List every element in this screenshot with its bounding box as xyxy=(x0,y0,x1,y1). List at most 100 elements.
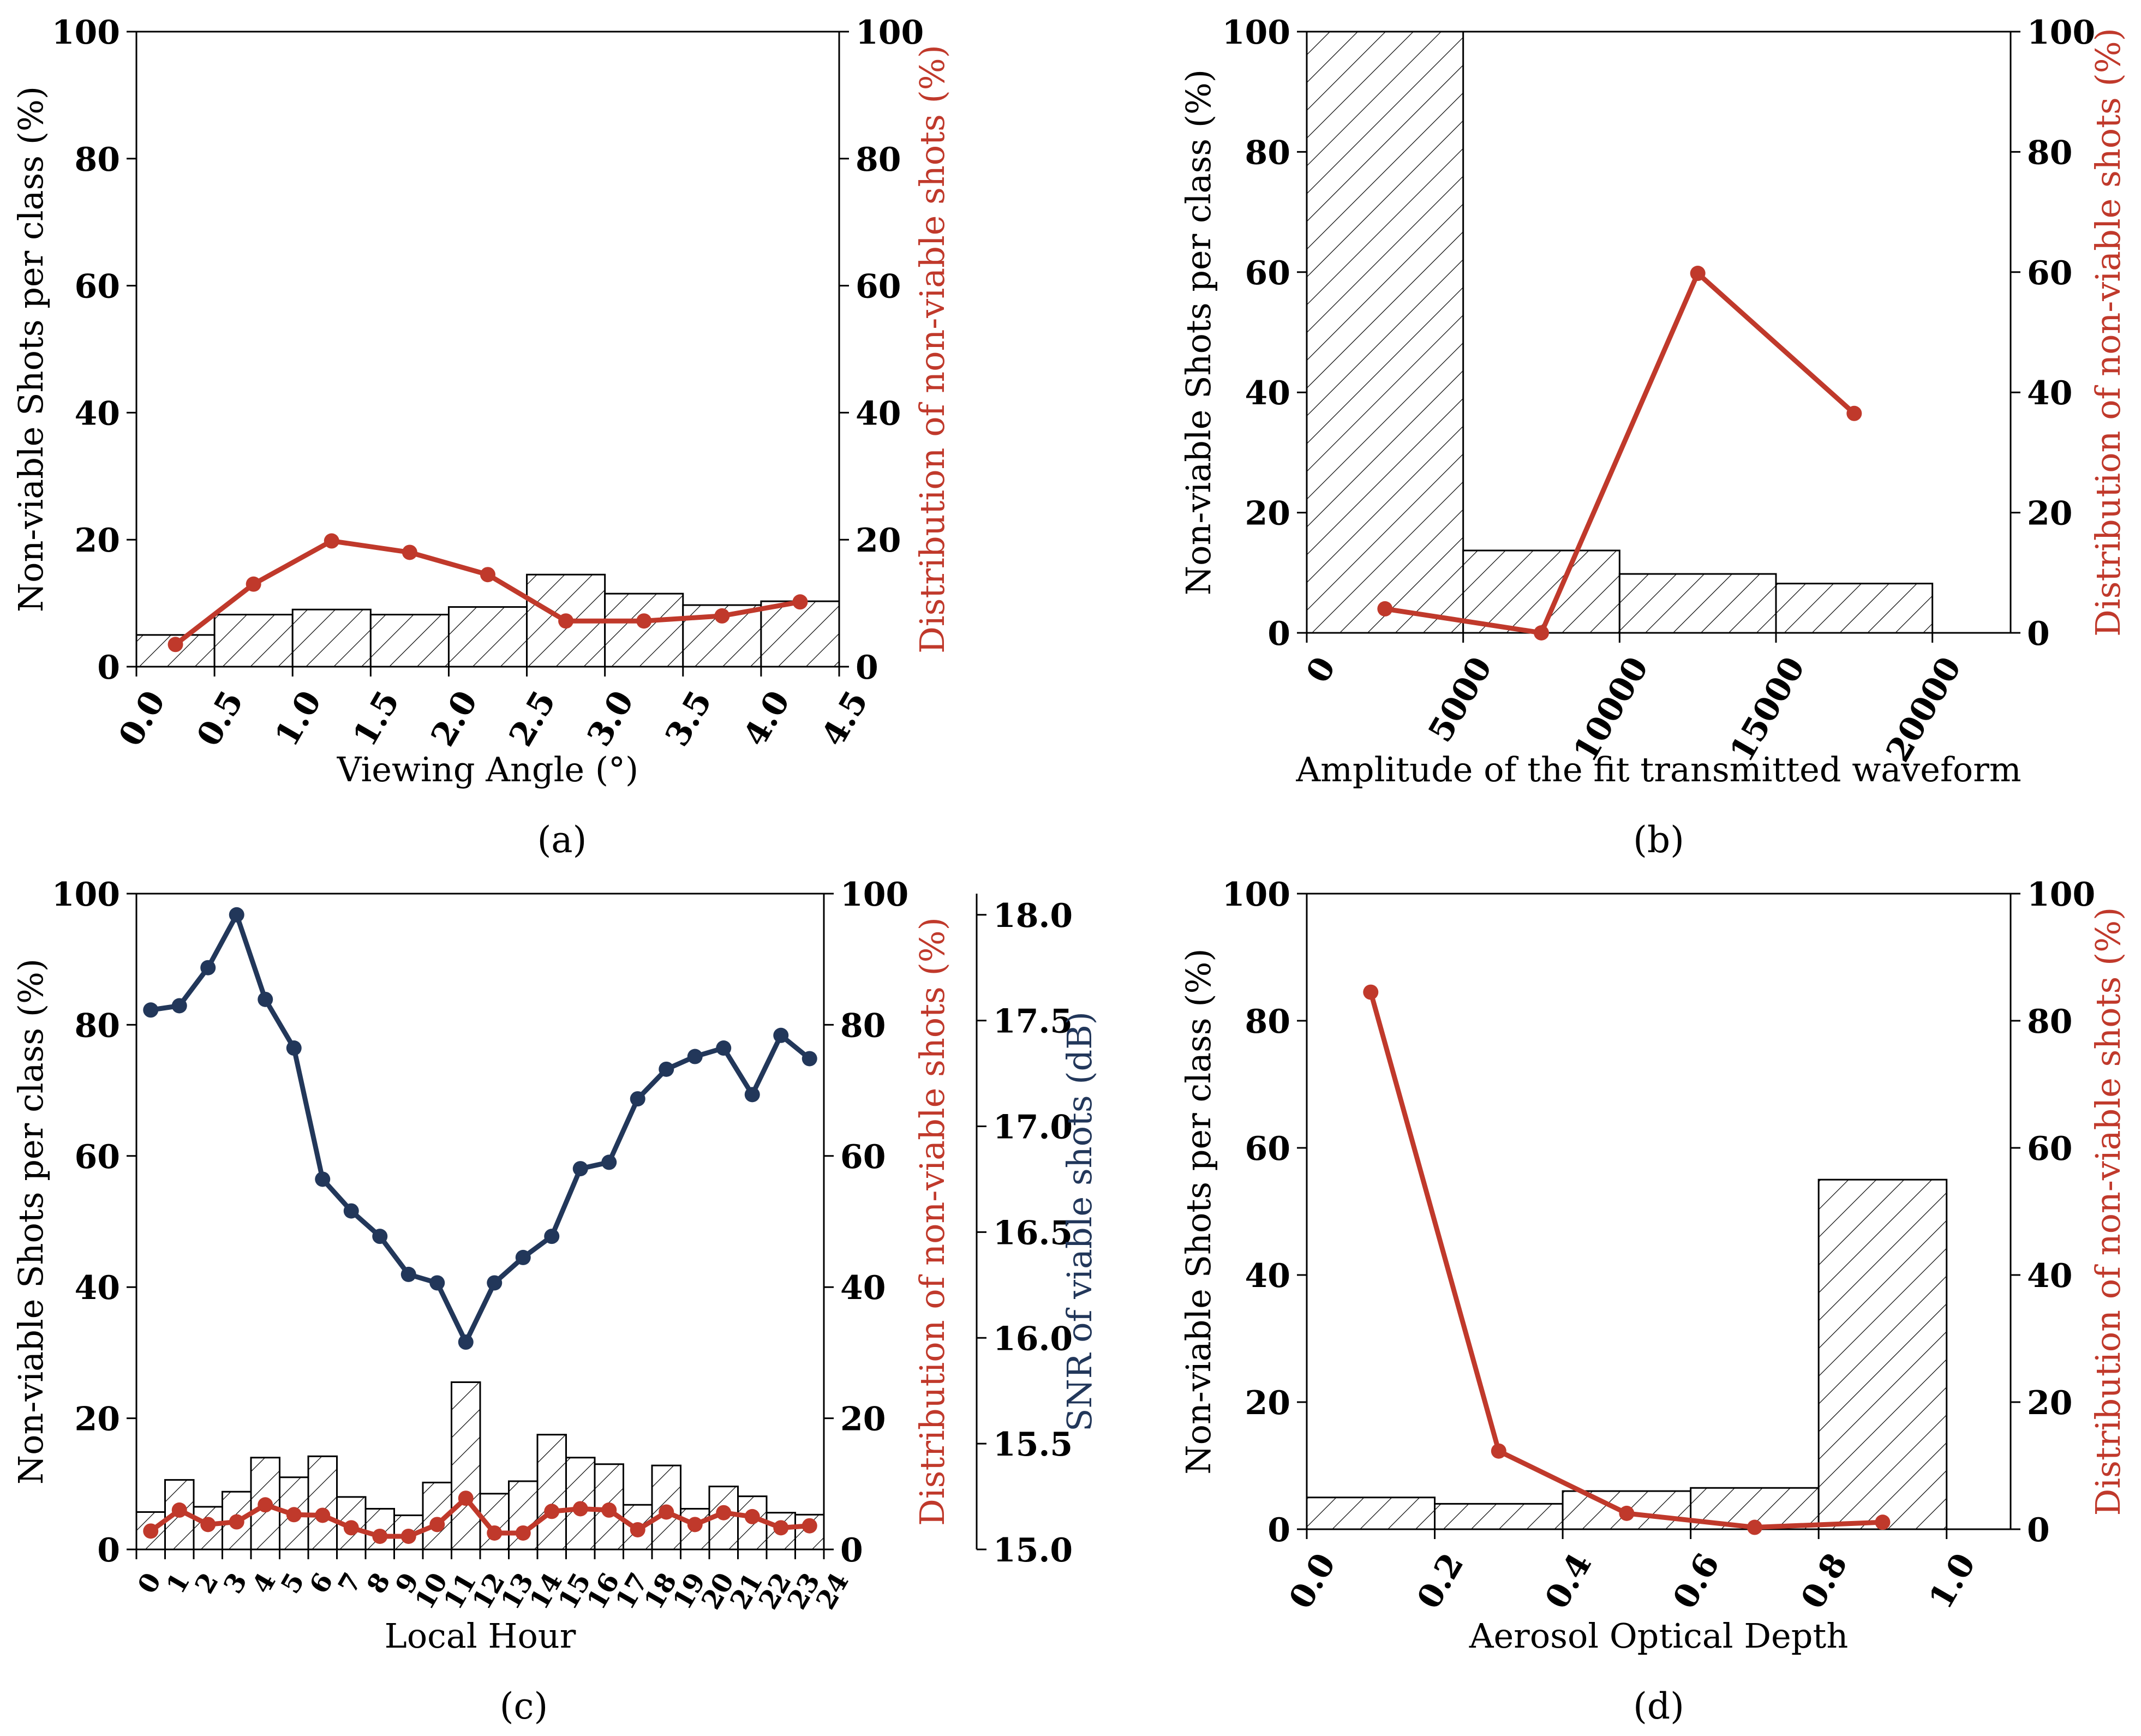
snr-point-c-14 xyxy=(544,1229,560,1244)
y2-tick-label-a-5: 100 xyxy=(856,14,924,52)
x-axis-label-a: Viewing Angle (°) xyxy=(337,750,638,789)
distribution-point-d-4 xyxy=(1875,1514,1891,1530)
x-axis-label-c: Local Hour xyxy=(385,1616,576,1656)
bar-c-6 xyxy=(307,1455,338,1551)
bar-d-4 xyxy=(1817,1178,1948,1530)
y-tick-label-c-1: 20 xyxy=(75,1400,121,1439)
x-tick-label-a-5: 2.5 xyxy=(502,685,564,753)
distribution-point-c-2 xyxy=(200,1517,216,1533)
x-tick-label-a-1: 0.5 xyxy=(189,685,251,753)
y2-tick-label-d-5: 100 xyxy=(2027,876,2095,914)
x-tick-label-a-7: 3.5 xyxy=(658,685,720,753)
y-tick-label-a-0: 0 xyxy=(97,649,120,687)
snr-point-c-12 xyxy=(487,1275,503,1291)
distribution-point-c-8 xyxy=(372,1528,388,1544)
y-tick-label-b-2: 40 xyxy=(1245,374,1291,412)
y-tick-label-c-5: 100 xyxy=(52,876,120,914)
y2-tick-label-d-1: 20 xyxy=(2027,1384,2073,1422)
snr-point-c-20 xyxy=(716,1040,732,1056)
snr-point-c-2 xyxy=(200,960,216,975)
distribution-point-c-1 xyxy=(171,1502,187,1518)
y2-tick-label-b-4: 80 xyxy=(2027,134,2073,172)
bar-a-2 xyxy=(291,608,372,668)
distribution-point-b-0 xyxy=(1377,601,1393,616)
bar-a-1 xyxy=(213,614,294,668)
distribution-line-d xyxy=(1368,991,1883,1530)
y-tick-label-d-0: 0 xyxy=(1267,1511,1290,1549)
y-axis-label-d: Non-viable Shots per class (%) xyxy=(1179,948,1218,1474)
distribution-point-c-4 xyxy=(258,1497,273,1513)
y-tick-label-b-1: 20 xyxy=(1245,495,1291,533)
y2-tick-label-c-4: 80 xyxy=(840,1007,886,1045)
x-tick-label-a-4: 2.0 xyxy=(424,685,486,753)
y-tick-label-a-4: 80 xyxy=(75,141,121,179)
y-axis-label-a: Non-viable Shots per class (%) xyxy=(11,86,51,612)
x-tick-label-d-4: 0.8 xyxy=(1793,1547,1855,1615)
distribution-point-a-2 xyxy=(324,533,339,549)
y-axis-label-c: Non-viable Shots per class (%) xyxy=(11,959,51,1484)
y-tick-label-b-5: 100 xyxy=(1222,14,1290,52)
snr-point-c-0 xyxy=(143,1002,159,1018)
y2-tick-label-d-3: 60 xyxy=(2027,1130,2073,1168)
y2-tick-label-d-2: 40 xyxy=(2027,1257,2073,1295)
y-tick-label-d-2: 40 xyxy=(1245,1257,1291,1295)
bar-d-1 xyxy=(1434,1502,1564,1530)
y2-tick-label-a-3: 60 xyxy=(856,268,901,306)
y2-axis-label-a: Distribution of non-viable shots (%) xyxy=(912,45,952,654)
snr-point-c-1 xyxy=(171,998,187,1014)
distribution-point-a-8 xyxy=(792,594,808,610)
y2-axis-label-c: Distribution of non-viable shots (%) xyxy=(912,917,952,1526)
y3-tick-label-c-6: 18.0 xyxy=(993,897,1073,935)
y2-tick-label-a-0: 0 xyxy=(856,649,878,687)
bars-a xyxy=(135,573,840,668)
caption-b: (b) xyxy=(1633,819,1684,861)
bars-b xyxy=(1306,31,1934,634)
x-tick-label-a-6: 3.0 xyxy=(580,685,642,753)
snr-point-c-23 xyxy=(802,1051,817,1067)
y-tick-label-a-1: 20 xyxy=(75,522,121,560)
y-tick-label-c-0: 0 xyxy=(97,1531,120,1570)
distribution-point-c-20 xyxy=(716,1505,732,1521)
distribution-point-c-23 xyxy=(802,1518,817,1534)
snr-point-c-15 xyxy=(572,1161,588,1177)
distribution-point-a-7 xyxy=(714,608,730,624)
distribution-point-d-2 xyxy=(1619,1505,1635,1521)
bar-b-1 xyxy=(1462,549,1620,634)
y-tick-label-a-5: 100 xyxy=(52,14,120,52)
distribution-point-d-3 xyxy=(1747,1519,1762,1535)
y2-tick-label-a-1: 20 xyxy=(856,522,901,560)
distribution-point-c-14 xyxy=(544,1504,560,1519)
snr-point-c-18 xyxy=(659,1061,674,1077)
distribution-point-c-15 xyxy=(572,1501,588,1517)
distribution-point-a-6 xyxy=(636,613,652,629)
y-tick-label-a-2: 40 xyxy=(75,394,121,433)
distribution-point-c-9 xyxy=(400,1528,416,1544)
x-tick-label-b-0: 0 xyxy=(1299,651,1343,690)
distribution-point-c-19 xyxy=(687,1517,703,1533)
snr-point-c-6 xyxy=(315,1171,331,1187)
snr-point-c-19 xyxy=(687,1049,703,1064)
y-tick-label-b-4: 80 xyxy=(1245,134,1291,172)
y3-axis-label-c: SNR of viable shots (dB) xyxy=(1060,1011,1099,1432)
y3-tick-label-c-1: 15.5 xyxy=(993,1426,1073,1464)
bar-a-8 xyxy=(760,600,840,668)
x-tick-label-d-5: 1.0 xyxy=(1922,1547,1983,1615)
bar-a-4 xyxy=(447,606,528,668)
distribution-point-a-5 xyxy=(558,613,574,629)
distribution-point-a-3 xyxy=(402,544,417,560)
distribution-point-c-10 xyxy=(429,1517,445,1533)
y-tick-label-d-1: 20 xyxy=(1245,1384,1291,1422)
bar-a-3 xyxy=(369,614,450,668)
distribution-point-b-1 xyxy=(1534,625,1549,640)
y2-tick-label-a-4: 80 xyxy=(856,141,901,179)
bar-c-11 xyxy=(451,1381,481,1551)
y-tick-label-d-5: 100 xyxy=(1222,876,1290,914)
distribution-point-c-22 xyxy=(773,1520,789,1536)
panel-a: 0 20 40 60 80 100 0 20 40 60 80 100 0.0 0.5 1.0 1.5 2.0 2… xyxy=(11,14,952,861)
snr-point-c-3 xyxy=(229,907,244,923)
snr-point-c-9 xyxy=(400,1266,416,1282)
caption-c: (c) xyxy=(500,1685,548,1727)
x-axis-label-d: Aerosol Optical Depth xyxy=(1469,1616,1849,1656)
y2-tick-label-d-0: 0 xyxy=(2027,1511,2050,1549)
